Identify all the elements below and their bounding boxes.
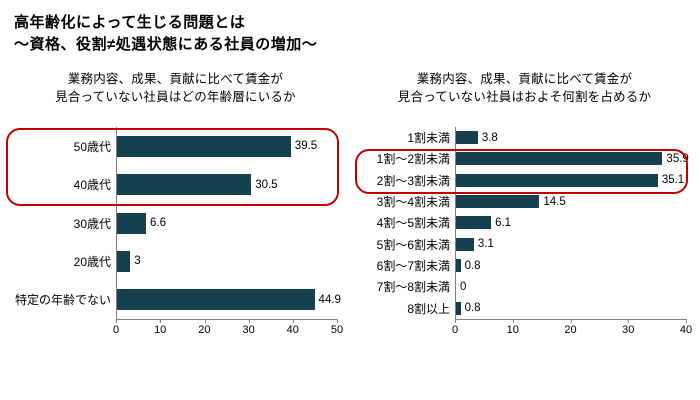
chart-title-line1: 業務内容、成果、貢献に比べて賃金が xyxy=(67,71,284,86)
axis-tick: 20 xyxy=(198,319,211,336)
bar-track: 30.5 xyxy=(116,165,337,204)
category-label: 40歳代 xyxy=(73,178,111,193)
plot-area: 1割未満 3.8 1割～2割未満 35.9 2割～3割未満 35.1 3割～4割未満 14.5… xyxy=(355,127,692,338)
category-label: 6割～7割未満 xyxy=(376,259,450,274)
bar xyxy=(117,289,315,311)
category-label: 4割～5割未満 xyxy=(376,216,450,231)
chart-title: 業務内容、成果、貢献に比べて賃金が 見合っていない社員はどの年齢層にいるか xyxy=(14,70,337,108)
value-label: 6.1 xyxy=(495,216,512,229)
chart-row: 3割～4割未満 14.5 xyxy=(363,190,686,213)
bar-track: 6.1 xyxy=(455,212,686,234)
x-axis: 0 10 20 30 40 50 xyxy=(112,319,343,338)
slide-title-line1: 高年齢化によって生じる問題とは xyxy=(14,14,246,31)
value-label: 3.1 xyxy=(477,238,494,251)
chart-title: 業務内容、成果、貢献に比べて賃金が 見合っていない社員はおよそ何割を占めるか xyxy=(363,70,686,108)
chart-title-line2: 見合っていない社員はおよそ何割を占めるか xyxy=(397,90,652,105)
bar xyxy=(456,237,474,251)
bar-track: 3.8 xyxy=(455,127,686,149)
chart-title-line2: 見合っていない社員はどの年齢層にいるか xyxy=(55,90,296,105)
bar-track: 35.9 xyxy=(455,148,689,170)
chart-row: 40歳代 30.5 xyxy=(14,165,337,204)
value-label: 35.9 xyxy=(666,152,689,165)
category-label: 1割未満 xyxy=(407,131,450,146)
bar xyxy=(456,259,461,273)
bar-track: 35.1 xyxy=(455,169,686,191)
chart-row: 2割～3割未満 35.1 xyxy=(363,169,686,191)
chart-row: 5割～6割未満 3.1 xyxy=(363,233,686,255)
chart-title-line1: 業務内容、成果、貢献に比べて賃金が xyxy=(416,71,633,86)
axis-tick: 10 xyxy=(506,319,519,336)
bar-track: 14.5 xyxy=(455,190,686,213)
value-label: 0 xyxy=(460,280,467,293)
plot-area: 50歳代 39.5 40歳代 30.5 30歳代 6.6 20歳代 3 特定の年齢でない 44.9… xyxy=(6,127,343,338)
category-label: 2割～3割未満 xyxy=(376,173,450,188)
bar-track: 0.8 xyxy=(455,297,686,319)
bar-track: 0 xyxy=(455,276,686,298)
category-label: 30歳代 xyxy=(73,216,111,231)
bar xyxy=(117,250,131,272)
bar xyxy=(117,174,252,196)
bar xyxy=(456,173,658,187)
chart-row: 4割～5割未満 6.1 xyxy=(363,212,686,234)
category-label: 特定の年齢でない xyxy=(14,293,111,308)
slide-title-line2: ～資格、役割≠処遇状態にある社員の増加～ xyxy=(14,35,318,53)
charts-row: 業務内容、成果、貢献に比べて賃金が 見合っていない社員はどの年齢層にいるか 50… xyxy=(0,70,700,339)
value-label: 14.5 xyxy=(543,195,566,208)
axis-tick: 0 xyxy=(451,319,459,336)
category-label: 8割以上 xyxy=(407,301,450,316)
category-label: 5割～6割未満 xyxy=(376,237,450,252)
chart-row: 50歳代 39.5 xyxy=(14,127,337,166)
value-label: 30.5 xyxy=(255,178,278,191)
axis-tick: 50 xyxy=(330,319,344,336)
axis-tick: 40 xyxy=(286,319,299,336)
bar-track: 6.6 xyxy=(116,203,337,243)
chart-row: 30歳代 6.6 xyxy=(14,203,337,243)
chart-row: 特定の年齢でない 44.9 xyxy=(14,280,341,320)
value-label: 35.1 xyxy=(661,174,685,187)
bar xyxy=(117,135,291,157)
value-label: 39.5 xyxy=(294,140,318,153)
axis-tick: 40 xyxy=(679,319,693,336)
axis-tick: 30 xyxy=(242,319,255,336)
chart-row: 1割未満 3.8 xyxy=(363,127,686,149)
axis-tick: 0 xyxy=(112,319,120,336)
value-label: 6.6 xyxy=(150,217,167,230)
bar-track: 3 xyxy=(116,242,337,281)
slide-header: 高年齢化によって生じる問題とは ～資格、役割≠処遇状態にある社員の増加～ xyxy=(0,0,700,56)
bar xyxy=(456,152,663,166)
bar xyxy=(456,131,478,145)
chart-row: 6割～7割未満 0.8 xyxy=(363,254,686,277)
chart-wage-mismatch-by-age: 業務内容、成果、貢献に比べて賃金が 見合っていない社員はどの年齢層にいるか 50… xyxy=(6,70,343,339)
axis-tick: 30 xyxy=(622,319,635,336)
chart-row: 20歳代 3 xyxy=(14,242,337,281)
axis-tick: 20 xyxy=(564,319,577,336)
category-label: 7割～8割未満 xyxy=(376,280,450,295)
value-label: 44.9 xyxy=(318,293,341,306)
bar xyxy=(456,216,492,230)
chart-row: 7割～8割未満 0 xyxy=(363,276,686,298)
value-label: 0.8 xyxy=(464,259,481,272)
chart-row: 1割～2割未満 35.9 xyxy=(363,148,689,170)
bar-rows: 1割未満 3.8 1割～2割未満 35.9 2割～3割未満 35.1 3割～4割未満 14.5… xyxy=(363,127,689,319)
bar xyxy=(117,212,147,234)
category-label: 20歳代 xyxy=(73,254,111,269)
category-label: 50歳代 xyxy=(73,139,111,154)
chart-row: 8割以上 0.8 xyxy=(363,297,686,319)
category-label: 1割～2割未満 xyxy=(376,152,450,167)
chart-wage-mismatch-share: 業務内容、成果、貢献に比べて賃金が 見合っていない社員はおよそ何割を占めるか 1… xyxy=(355,70,692,339)
x-axis: 0 10 20 30 40 xyxy=(451,319,692,338)
category-label: 3割～4割未満 xyxy=(376,195,450,210)
axis-tick: 10 xyxy=(154,319,167,336)
bar xyxy=(456,195,540,209)
bar-track: 3.1 xyxy=(455,233,686,255)
value-label: 0.8 xyxy=(464,302,481,315)
bar-rows: 50歳代 39.5 40歳代 30.5 30歳代 6.6 20歳代 3 特定の年齢でない 44.9 xyxy=(14,127,341,320)
bar xyxy=(456,301,461,315)
bar-track: 44.9 xyxy=(116,280,341,320)
bar-track: 0.8 xyxy=(455,254,686,277)
value-label: 3 xyxy=(134,255,141,268)
value-label: 3.8 xyxy=(481,131,498,144)
bar-track: 39.5 xyxy=(116,127,337,166)
